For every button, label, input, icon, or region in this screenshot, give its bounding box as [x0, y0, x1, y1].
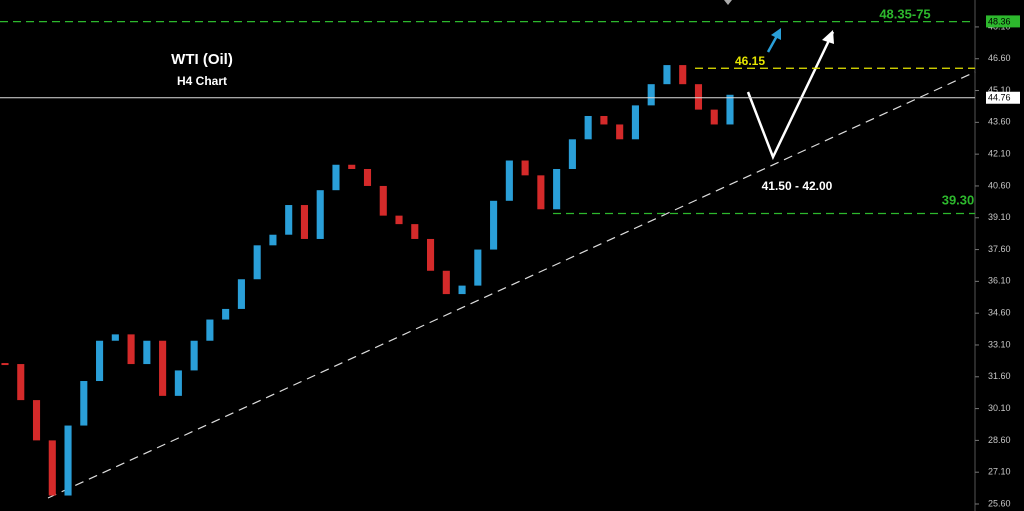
price-bar	[411, 224, 419, 239]
price-bar	[363, 168, 372, 186]
marker	[724, 0, 732, 5]
level-label: 39.30	[942, 192, 975, 207]
y-tick-label: 33.10	[988, 339, 1011, 349]
price-bar	[474, 249, 482, 286]
price-bar	[600, 115, 608, 125]
price-tag	[986, 15, 1020, 28]
trend-line	[47, 71, 976, 499]
price-bar	[174, 370, 182, 396]
price-bar	[694, 84, 703, 110]
chart-subtitle: H4 Chart	[177, 74, 227, 88]
y-tick-label: 39.10	[988, 212, 1011, 222]
projection-arrow	[746, 31, 835, 161]
price-bar	[663, 65, 671, 85]
price-bar	[348, 164, 356, 169]
y-tick-label: 28.60	[988, 435, 1011, 445]
price-bar	[332, 164, 340, 191]
y-tick-label: 30.10	[988, 403, 1011, 413]
y-tick-label: 46.60	[988, 53, 1011, 63]
level-label: 48.35-75	[879, 6, 930, 21]
price-bar	[584, 115, 592, 140]
price-bar	[253, 245, 261, 280]
chart-title: WTI (Oil)	[171, 51, 233, 68]
price-bar	[631, 105, 639, 140]
price-bar	[379, 185, 387, 216]
price-bar	[237, 279, 245, 309]
price-bar	[222, 308, 230, 320]
price-bar	[143, 340, 151, 365]
y-tick-label: 36.10	[988, 276, 1011, 286]
price-bar	[458, 285, 466, 295]
level-label: 46.15	[735, 54, 765, 68]
price-bar	[96, 340, 104, 382]
price-bar	[80, 381, 88, 426]
y-tick-label: 27.10	[988, 467, 1011, 477]
y-tick-label: 34.60	[988, 308, 1011, 318]
price-tag-label: 44.76	[988, 93, 1011, 103]
price-bar	[442, 270, 450, 295]
y-tick-label: 42.10	[988, 149, 1011, 159]
price-bar	[568, 139, 576, 169]
y-tick-label: 37.60	[988, 244, 1011, 254]
price-tag	[986, 91, 1020, 104]
y-tick-label: 40.60	[988, 180, 1011, 190]
price-bar	[710, 109, 718, 125]
price-bar	[521, 160, 529, 176]
price-bar	[206, 319, 214, 341]
price-bar	[647, 84, 655, 106]
price-bar	[537, 175, 545, 210]
arrow-head	[771, 28, 781, 40]
y-tick-label: 31.60	[988, 371, 1011, 381]
price-bar	[300, 205, 309, 239]
price-bar	[553, 168, 561, 210]
price-bar	[316, 190, 324, 239]
arrow-head	[822, 30, 834, 44]
y-tick-label: 45.10	[988, 85, 1011, 95]
price-bar	[32, 400, 41, 441]
price-bar	[64, 425, 72, 496]
price-bar	[490, 200, 498, 250]
price-bar	[616, 124, 624, 140]
price-tag-label: 48.36	[988, 16, 1011, 26]
price-bar	[1, 363, 9, 366]
annotation: 41.50 - 42.00	[762, 179, 833, 193]
price-bar	[679, 65, 687, 85]
price-bar	[17, 364, 25, 401]
price-bar	[426, 238, 435, 271]
price-bar	[111, 334, 119, 341]
price-bar	[159, 340, 167, 396]
price-bar	[726, 94, 734, 125]
price-bar	[505, 160, 513, 201]
price-bar	[48, 440, 56, 496]
price-bar	[285, 205, 293, 235]
price-bar	[127, 334, 135, 365]
price-bar	[269, 234, 277, 246]
plot: 25.60 27.10 28.60 30.10 31.60 33.10 34.60 36.10…	[0, 15, 1020, 508]
price-bar	[190, 340, 198, 371]
price-bar	[395, 215, 403, 225]
y-tick-label: 43.60	[988, 117, 1011, 127]
y-tick-label: 25.60	[988, 498, 1011, 508]
